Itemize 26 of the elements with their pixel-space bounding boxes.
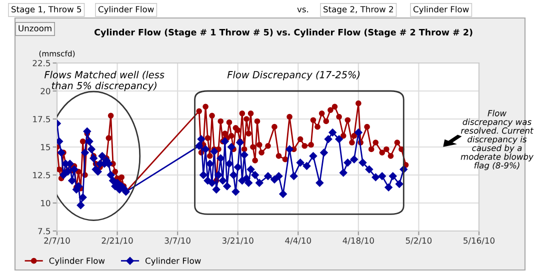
text: Stage 1, Throw 5 — [12, 6, 82, 14]
x-tick-label: 2/21/10 — [102, 237, 133, 244]
text: Unzoom — [18, 25, 52, 32]
x-tick-label: 5/2/10 — [406, 237, 432, 244]
y-tick-label: 22.5 — [32, 60, 50, 66]
x-tick-label: 3/21/10 — [222, 237, 254, 244]
y-tick-label: 15 — [41, 144, 50, 150]
text: Cylinder Flow — [98, 6, 154, 14]
y-tick-label: 20 — [40, 88, 50, 94]
annotation: Flow discrepancy was resolved. Current discrepancy is caused by a moderate blowby flag (8-9%) — [460, 110, 534, 170]
x-tick-label: 4/18/10 — [342, 237, 374, 244]
annotation: Flow Discrepancy (17-25%) — [227, 70, 360, 80]
text: Cylinder Flow — [413, 6, 469, 14]
legend-label: Cylinder Flow — [49, 257, 105, 266]
legend-label: Cylinder Flow — [145, 257, 201, 266]
y-tick-label: 12.5 — [33, 172, 50, 178]
text: vs. — [297, 8, 308, 12]
y-tick-label: 17.5 — [33, 116, 50, 122]
x-tick-label: 5/16/10 — [464, 237, 495, 244]
x-tick-label: 2/7/10 — [44, 237, 70, 244]
y-tick-label: 10 — [41, 200, 50, 206]
text: Stage 2, Throw 2 — [324, 6, 393, 14]
x-tick-label: 4/4/10 — [285, 237, 311, 244]
chart-title: Cylinder Flow (Stage # 1 Throw # 5) vs. Cylinder Flow (Stage # 2 Throw # 2) — [94, 28, 472, 38]
x-tick-label: 3/7/10 — [164, 237, 190, 244]
y-tick-label: 7.5 — [38, 228, 50, 234]
